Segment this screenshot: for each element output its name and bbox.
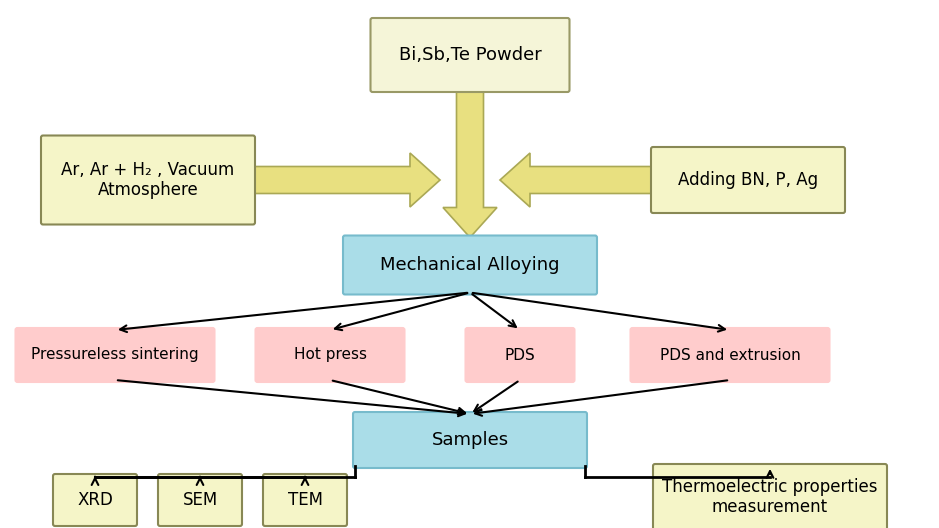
Text: Mechanical Alloying: Mechanical Alloying bbox=[380, 256, 560, 274]
Polygon shape bbox=[443, 90, 497, 238]
Polygon shape bbox=[500, 153, 653, 207]
Text: Bi,Sb,Te Powder: Bi,Sb,Te Powder bbox=[399, 46, 542, 64]
FancyBboxPatch shape bbox=[630, 328, 829, 382]
Text: Hot press: Hot press bbox=[294, 347, 366, 363]
FancyBboxPatch shape bbox=[466, 328, 575, 382]
Polygon shape bbox=[253, 153, 440, 207]
Text: Ar, Ar + H₂ , Vacuum
Atmosphere: Ar, Ar + H₂ , Vacuum Atmosphere bbox=[61, 161, 235, 200]
FancyBboxPatch shape bbox=[353, 412, 587, 468]
Text: Pressureless sintering: Pressureless sintering bbox=[31, 347, 199, 363]
Text: PDS: PDS bbox=[504, 347, 535, 363]
FancyBboxPatch shape bbox=[41, 136, 255, 224]
FancyBboxPatch shape bbox=[651, 147, 845, 213]
FancyBboxPatch shape bbox=[255, 328, 405, 382]
Text: Thermoelectric properties
measurement: Thermoelectric properties measurement bbox=[662, 478, 878, 516]
Text: PDS and extrusion: PDS and extrusion bbox=[659, 347, 800, 363]
FancyBboxPatch shape bbox=[16, 328, 214, 382]
FancyBboxPatch shape bbox=[53, 474, 137, 526]
Text: SEM: SEM bbox=[182, 491, 218, 509]
FancyBboxPatch shape bbox=[653, 464, 887, 528]
Text: Samples: Samples bbox=[431, 431, 509, 449]
FancyBboxPatch shape bbox=[263, 474, 347, 526]
FancyBboxPatch shape bbox=[343, 235, 597, 295]
Text: XRD: XRD bbox=[77, 491, 113, 509]
Text: Adding BN, P, Ag: Adding BN, P, Ag bbox=[678, 171, 818, 189]
Text: TEM: TEM bbox=[287, 491, 322, 509]
FancyBboxPatch shape bbox=[158, 474, 242, 526]
FancyBboxPatch shape bbox=[371, 18, 569, 92]
